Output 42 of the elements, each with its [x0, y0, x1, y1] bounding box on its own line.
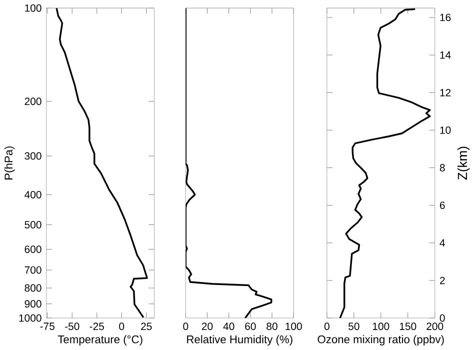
y-tick-label: 800: [24, 284, 42, 292]
y-tick-label: 1000: [19, 314, 42, 322]
x-tick-label: 40: [223, 322, 234, 330]
x-tick-label: 200: [426, 322, 444, 330]
line-series: [56, 8, 148, 318]
x-tick-label: 100: [372, 322, 390, 330]
y2-tick-label: 12: [440, 89, 451, 96]
x-tick-label: 50: [348, 322, 360, 330]
x-axis-title: Temperature (°C): [58, 335, 142, 346]
y-tick-label: 200: [24, 98, 42, 106]
y2-tick-label: 0: [440, 314, 445, 322]
line-series: [339, 8, 431, 318]
y-tick-label: 600: [24, 246, 42, 254]
y2-tick-label: 16: [440, 14, 451, 22]
y2-tick-label: 6: [440, 202, 445, 210]
x-tick-label: 60: [245, 322, 256, 330]
x-tick-label: 25: [141, 322, 152, 330]
x-axis-title: Ozone mixing ratio (ppbv): [318, 335, 444, 346]
y-tick-label: 700: [24, 266, 42, 274]
y-tick-label: 300: [24, 152, 42, 160]
x-tick-label: 0: [119, 322, 124, 330]
x-tick-label: 0: [183, 322, 188, 330]
y-axis-title: P(hPa): [4, 146, 15, 180]
x-tick-label: 100: [286, 322, 302, 330]
y2-tick-label: 2: [440, 276, 445, 284]
x-tick-label: -75: [40, 322, 54, 330]
x-tick-label: 20: [202, 322, 213, 330]
x-axis-title: Relative Humidity (%): [187, 335, 292, 346]
x-tick-label: -25: [90, 322, 104, 330]
y2-tick-label: 10: [440, 126, 451, 134]
y-tick-label: 500: [24, 221, 42, 229]
y-tick-label: 900: [24, 300, 42, 308]
y-tick-label: 400: [24, 191, 42, 198]
x-tick-label: 80: [266, 322, 278, 330]
x-tick-label: 150: [400, 322, 416, 330]
y2-tick-label: 14: [440, 52, 451, 59]
x-tick-label: -50: [65, 322, 80, 330]
y2-tick-label: 4: [440, 239, 445, 247]
y2-tick-label: 8: [440, 164, 445, 172]
y-tick-label: 100: [25, 4, 42, 12]
y2-axis-title: Z(km): [457, 146, 470, 180]
x-tick-label: 0: [324, 322, 330, 330]
